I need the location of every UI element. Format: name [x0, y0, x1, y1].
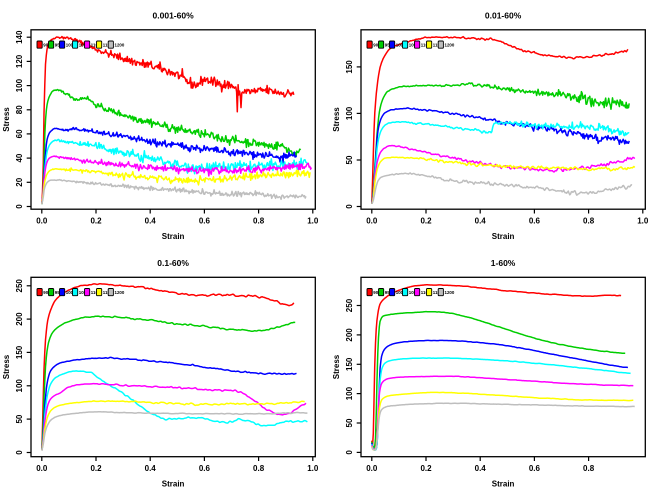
svg-text:Strain: Strain	[162, 479, 185, 488]
svg-text:1000: 1000	[396, 290, 406, 295]
svg-text:0.2: 0.2	[420, 464, 432, 473]
svg-text:0: 0	[15, 450, 24, 455]
svg-text:0.6: 0.6	[199, 464, 211, 473]
svg-text:1100: 1100	[421, 43, 431, 48]
svg-text:0: 0	[345, 204, 354, 209]
svg-text:1200: 1200	[445, 290, 455, 295]
svg-text:60: 60	[15, 129, 24, 138]
svg-text:0.0: 0.0	[36, 464, 48, 473]
svg-text:50: 50	[345, 155, 354, 164]
svg-text:250: 250	[345, 298, 354, 312]
svg-text:950: 950	[55, 290, 63, 295]
svg-text:900: 900	[373, 43, 381, 48]
svg-text:120: 120	[15, 54, 24, 68]
svg-text:1050: 1050	[79, 43, 89, 48]
svg-text:Strain: Strain	[492, 479, 515, 488]
svg-text:100: 100	[15, 78, 24, 92]
svg-text:0.8: 0.8	[583, 216, 595, 225]
svg-text:1000: 1000	[66, 43, 76, 48]
svg-text:140: 140	[15, 30, 24, 44]
svg-text:20: 20	[15, 177, 24, 186]
svg-text:0.6: 0.6	[529, 216, 541, 225]
svg-text:0.001-60%: 0.001-60%	[153, 10, 195, 20]
svg-text:0.0: 0.0	[36, 216, 48, 225]
svg-text:0.4: 0.4	[145, 216, 157, 225]
svg-text:1000: 1000	[396, 43, 406, 48]
svg-text:Strain: Strain	[492, 232, 515, 241]
svg-text:0.2: 0.2	[420, 216, 432, 225]
svg-text:1100: 1100	[91, 43, 101, 48]
svg-text:950: 950	[55, 43, 63, 48]
svg-text:0.01-60%: 0.01-60%	[485, 10, 522, 20]
svg-text:100: 100	[15, 379, 24, 393]
svg-text:80: 80	[15, 105, 24, 114]
svg-text:0.8: 0.8	[253, 216, 265, 225]
svg-text:1.0: 1.0	[307, 464, 319, 473]
svg-text:Strain: Strain	[162, 232, 185, 241]
svg-text:Stress: Stress	[332, 354, 341, 379]
svg-text:200: 200	[15, 312, 24, 326]
svg-text:1000: 1000	[66, 290, 76, 295]
svg-text:0.8: 0.8	[253, 464, 265, 473]
svg-text:250: 250	[15, 279, 24, 293]
svg-text:Stress: Stress	[332, 107, 341, 132]
svg-text:1200: 1200	[115, 290, 125, 295]
svg-text:0.6: 0.6	[199, 216, 211, 225]
svg-text:950: 950	[385, 43, 393, 48]
svg-text:100: 100	[345, 106, 354, 120]
svg-text:1200: 1200	[445, 43, 455, 48]
svg-text:Stress: Stress	[2, 107, 11, 132]
svg-text:50: 50	[15, 414, 24, 423]
svg-text:0.4: 0.4	[475, 216, 487, 225]
svg-text:50: 50	[345, 418, 354, 427]
svg-text:200: 200	[345, 328, 354, 342]
svg-text:900: 900	[43, 43, 51, 48]
svg-text:1050: 1050	[79, 290, 89, 295]
svg-text:100: 100	[345, 386, 354, 400]
svg-text:40: 40	[15, 153, 24, 162]
svg-text:0.2: 0.2	[90, 464, 102, 473]
svg-text:0.2: 0.2	[90, 216, 102, 225]
svg-text:0.4: 0.4	[145, 464, 157, 473]
svg-text:1050: 1050	[409, 290, 419, 295]
svg-text:1050: 1050	[409, 43, 419, 48]
svg-text:0.8: 0.8	[583, 464, 595, 473]
svg-text:0.4: 0.4	[475, 464, 487, 473]
svg-text:1100: 1100	[91, 290, 101, 295]
svg-text:1100: 1100	[421, 290, 431, 295]
svg-text:1.0: 1.0	[307, 216, 319, 225]
svg-text:0: 0	[345, 450, 354, 455]
svg-text:0.0: 0.0	[366, 216, 378, 225]
svg-text:150: 150	[345, 357, 354, 371]
svg-text:0.6: 0.6	[529, 464, 541, 473]
svg-text:0.0: 0.0	[366, 464, 378, 473]
svg-text:0: 0	[15, 204, 24, 209]
svg-text:900: 900	[43, 290, 51, 295]
svg-text:1-60%: 1-60%	[491, 258, 516, 268]
svg-text:150: 150	[345, 60, 354, 74]
svg-text:0.1-60%: 0.1-60%	[157, 258, 189, 268]
svg-text:950: 950	[385, 290, 393, 295]
svg-text:900: 900	[373, 290, 381, 295]
svg-text:1200: 1200	[115, 43, 125, 48]
svg-text:Stress: Stress	[2, 354, 11, 379]
svg-text:150: 150	[15, 345, 24, 359]
svg-text:1.0: 1.0	[637, 216, 649, 225]
